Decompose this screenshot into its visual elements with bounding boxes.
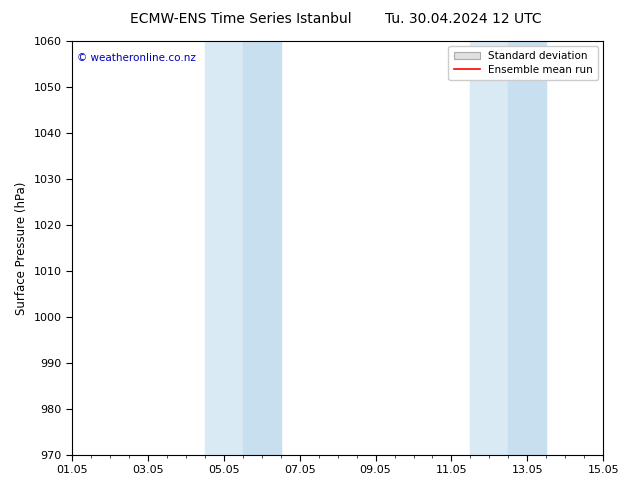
Bar (470, 41, 508, 455)
Text: © weatheronline.co.nz: © weatheronline.co.nz (77, 53, 197, 64)
Legend: Standard deviation, Ensemble mean run: Standard deviation, Ensemble mean run (448, 46, 598, 80)
Text: ECMW-ENS Time Series Istanbul: ECMW-ENS Time Series Istanbul (130, 12, 352, 26)
Bar (205, 41, 243, 455)
Y-axis label: Surface Pressure (hPa): Surface Pressure (hPa) (15, 181, 28, 315)
Bar (243, 41, 281, 455)
Bar (508, 41, 547, 455)
Text: Tu. 30.04.2024 12 UTC: Tu. 30.04.2024 12 UTC (384, 12, 541, 26)
